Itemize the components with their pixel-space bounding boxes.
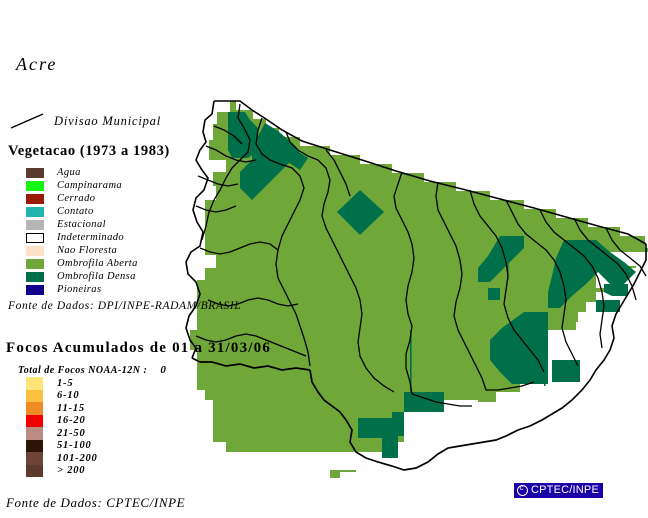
vegetation-swatch bbox=[26, 193, 44, 204]
vegetation-legend-item: Pioneiras bbox=[26, 283, 138, 296]
focos-swatch bbox=[26, 402, 43, 415]
focos-legend-item: 1-5 bbox=[26, 377, 98, 390]
vegetation-swatch bbox=[26, 167, 44, 178]
focos-legend-item: 6-10 bbox=[26, 389, 98, 402]
vegetation-legend-item: Ombrofila Aberta bbox=[26, 257, 138, 270]
focos-legend-item: 16-20 bbox=[26, 414, 98, 427]
vegetation-legend-label: Indeterminado bbox=[57, 232, 125, 243]
vegetation-legend-label: Contato bbox=[57, 206, 94, 217]
focos-total: Total de Focos NOAA-12N : 0 bbox=[18, 364, 166, 376]
page-title: Acre bbox=[16, 54, 58, 74]
vegetation-source: Fonte de Dados: DPI/INPE-RADAM/BRASIL bbox=[8, 300, 242, 312]
vegetation-legend-item: Agua bbox=[26, 166, 138, 179]
focos-legend-item: 51-100 bbox=[26, 439, 98, 452]
focos-swatch bbox=[26, 439, 43, 452]
focos-legend-item: > 200 bbox=[26, 464, 98, 477]
vegetation-legend-label: Ombrofila Densa bbox=[57, 271, 136, 282]
division-legend: Divisao Municipal bbox=[10, 112, 260, 134]
vegetation-legend-label: Agua bbox=[57, 167, 81, 178]
vegetation-swatch bbox=[26, 206, 44, 217]
focos-legend-item: 11-15 bbox=[26, 402, 98, 415]
vegetation-dense-patches bbox=[228, 112, 636, 458]
focos-legend-item: 21-50 bbox=[26, 427, 98, 440]
vegetation-legend-label: Estacional bbox=[57, 219, 106, 230]
focos-swatch bbox=[26, 452, 43, 465]
vegetation-legend-item: Contato bbox=[26, 205, 138, 218]
vegetation-legend-item: Ombrofila Densa bbox=[26, 270, 138, 283]
vegetation-legend-label: Campinarama bbox=[57, 180, 123, 191]
vegetation-legend-label: Nao Floresta bbox=[57, 245, 118, 256]
cptec-inpe-logo: CPTEC/INPE bbox=[514, 483, 604, 498]
vegetation-base-fill bbox=[183, 101, 648, 478]
vegetation-legend-label: Cerrado bbox=[57, 193, 96, 204]
focos-total-value: 0 bbox=[160, 364, 167, 376]
vegetation-legend: Agua Campinarama Cerrado Contato Estacional I… bbox=[26, 166, 138, 296]
focos-legend-label: > 200 bbox=[57, 465, 86, 477]
vegetation-legend-item: Campinarama bbox=[26, 179, 138, 192]
focos-heading: Focos Acumulados de 01 a 31/03/06 bbox=[6, 340, 272, 356]
vegetation-legend-item: Nao Floresta bbox=[26, 244, 138, 257]
focos-legend-label: 51-100 bbox=[57, 440, 92, 452]
vegetation-legend-item: Cerrado bbox=[26, 192, 138, 205]
vegetation-swatch bbox=[26, 219, 44, 230]
municipal-division-line-icon bbox=[10, 113, 44, 129]
copyright-icon bbox=[517, 484, 528, 496]
focos-swatch bbox=[26, 377, 43, 390]
vegetation-swatch bbox=[26, 258, 44, 269]
focos-legend-label: 16-20 bbox=[57, 415, 86, 427]
focos-legend-label: 21-50 bbox=[57, 427, 86, 439]
focos-legend: 1-5 6-10 11-15 16-20 21-50 51-100 101-200 > 200 bbox=[26, 377, 98, 477]
focos-swatch bbox=[26, 414, 43, 427]
vegetation-swatch bbox=[26, 180, 44, 191]
focos-legend-label: 1-5 bbox=[57, 377, 74, 389]
vegetation-legend-label: Pioneiras bbox=[57, 284, 102, 295]
vegetation-heading: Vegetacao (1973 a 1983) bbox=[8, 143, 170, 159]
cptec-inpe-label: CPTEC/INPE bbox=[531, 484, 600, 496]
vegetation-swatch bbox=[26, 284, 44, 295]
vegetation-swatch bbox=[26, 232, 44, 243]
focos-legend-label: 6-10 bbox=[57, 390, 80, 402]
vegetation-swatch bbox=[26, 245, 44, 256]
focos-legend-label: 11-15 bbox=[57, 402, 85, 414]
focos-legend-item: 101-200 bbox=[26, 452, 98, 465]
vegetation-legend-item: Indeterminado bbox=[26, 231, 138, 244]
division-legend-label: Divisao Municipal bbox=[54, 114, 161, 128]
focos-swatch bbox=[26, 464, 43, 477]
vegetation-legend-label: Ombrofila Aberta bbox=[57, 258, 138, 269]
focos-legend-label: 101-200 bbox=[57, 452, 98, 464]
focos-total-label: Total de Focos NOAA-12N : bbox=[18, 365, 148, 376]
focos-source: Fonte de Dados: CPTEC/INPE bbox=[6, 495, 186, 510]
focos-swatch bbox=[26, 389, 43, 402]
vegetation-swatch bbox=[26, 271, 44, 282]
vegetation-legend-item: Estacional bbox=[26, 218, 138, 231]
municipal-boundaries bbox=[185, 100, 647, 471]
focos-swatch bbox=[26, 427, 43, 440]
